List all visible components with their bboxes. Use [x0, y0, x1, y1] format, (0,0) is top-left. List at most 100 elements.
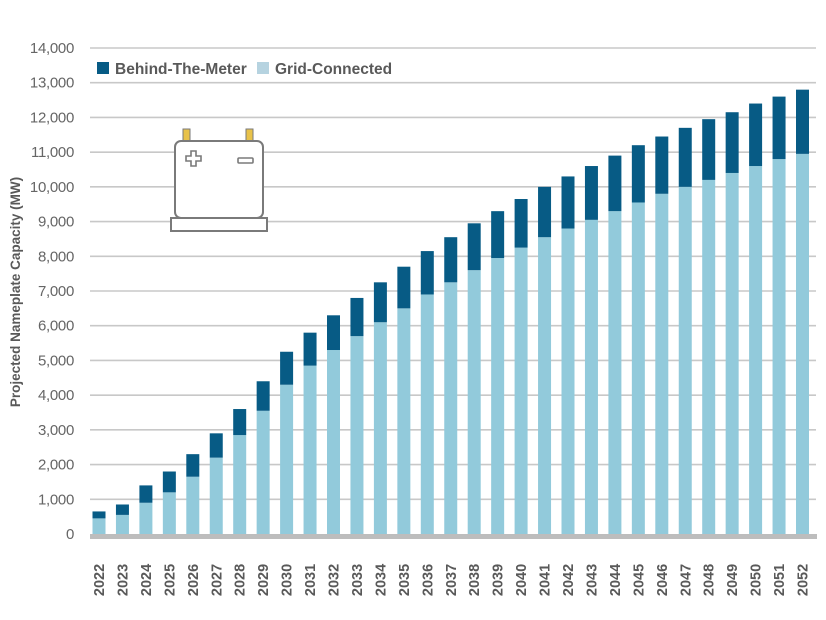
- x-tick-label: 2044: [608, 564, 624, 596]
- bar-behind-the-meter-2043: [584, 166, 598, 220]
- legend-label-grid-connected: Grid-Connected: [275, 61, 392, 78]
- bar-grid-connected-2027: [209, 457, 223, 534]
- legend-item-behind-the-meter[interactable]: Behind-The-Meter: [97, 61, 247, 78]
- x-tick-label: 2033: [350, 564, 366, 596]
- x-tick-label: 2047: [678, 564, 694, 596]
- x-tick-label: 2029: [256, 564, 272, 596]
- bar-behind-the-meter-2046: [655, 136, 669, 194]
- bar-behind-the-meter-2042: [561, 176, 575, 229]
- x-tick-label: 2052: [796, 564, 812, 596]
- battery-terminal-negative: [245, 128, 254, 142]
- x-tick-label: 2037: [444, 564, 460, 596]
- bar-behind-the-meter-2026: [186, 454, 200, 477]
- legend-item-grid-connected[interactable]: Grid-Connected: [257, 61, 392, 78]
- battery-icon: [170, 128, 268, 232]
- bar-behind-the-meter-2052: [796, 89, 809, 154]
- bar-behind-the-meter-2039: [491, 211, 505, 259]
- bar-grid-connected-2033: [350, 336, 364, 534]
- x-tick-label: 2022: [92, 564, 108, 596]
- bar-behind-the-meter-2049: [725, 112, 739, 173]
- legend-label-behind-the-meter: Behind-The-Meter: [115, 61, 247, 78]
- bar-behind-the-meter-2045: [631, 145, 645, 203]
- x-axis-baseline: [90, 534, 817, 539]
- bar-grid-connected-2022: [92, 518, 106, 534]
- y-tick-label: 6,000: [38, 318, 74, 335]
- bar-behind-the-meter-2031: [303, 332, 317, 366]
- bar-behind-the-meter-2032: [327, 315, 340, 351]
- x-tick-label: 2051: [772, 564, 788, 596]
- bars: [92, 89, 809, 535]
- y-tick-label: 0: [66, 526, 74, 543]
- x-tick-label: 2045: [631, 564, 647, 596]
- y-tick-label: 1,000: [38, 491, 74, 508]
- x-tick-label: 2040: [514, 564, 530, 596]
- bar-behind-the-meter-2027: [209, 433, 223, 458]
- bar-behind-the-meter-2051: [772, 96, 786, 160]
- x-tick-label: 2041: [538, 564, 554, 596]
- bar-grid-connected-2042: [561, 228, 575, 534]
- bar-behind-the-meter-2044: [608, 155, 622, 212]
- x-tick-label: 2049: [725, 564, 741, 596]
- bar-grid-connected-2029: [256, 410, 270, 534]
- bar-grid-connected-2026: [186, 476, 200, 534]
- battery-body: [174, 140, 264, 219]
- bar-behind-the-meter-2040: [514, 199, 528, 248]
- bar-grid-connected-2050: [749, 166, 763, 534]
- bar-grid-connected-2034: [373, 322, 387, 534]
- x-tick-label: 2028: [233, 564, 249, 596]
- x-axis-ticks: 2022 2023 2024 2025 2026 2027 2028 2029 2030 2031…: [92, 564, 812, 596]
- y-axis-label: Projected Nameplate Capacity (MW): [8, 177, 23, 407]
- bar-grid-connected-2028: [233, 435, 247, 534]
- x-tick-label: 2042: [561, 564, 577, 596]
- legend-swatch-behind-the-meter: [97, 62, 109, 74]
- bar-grid-connected-2041: [538, 237, 552, 534]
- x-tick-label: 2023: [115, 564, 131, 596]
- x-tick-label: 2030: [280, 564, 296, 596]
- bar-grid-connected-2023: [115, 514, 129, 534]
- minus-sign-icon: [237, 157, 254, 164]
- bar-behind-the-meter-2038: [467, 223, 481, 271]
- bar-grid-connected-2037: [444, 282, 458, 534]
- bar-grid-connected-2049: [725, 172, 739, 534]
- x-tick-label: 2024: [139, 564, 155, 596]
- bar-grid-connected-2031: [303, 365, 317, 534]
- x-tick-label: 2039: [491, 564, 507, 596]
- bar-behind-the-meter-2029: [256, 381, 270, 411]
- y-tick-label: 3,000: [38, 422, 74, 439]
- x-tick-label: 2031: [303, 564, 319, 596]
- x-tick-label: 2038: [467, 564, 483, 596]
- bar-grid-connected-2038: [467, 270, 481, 534]
- x-tick-label: 2034: [373, 564, 389, 596]
- bar-grid-connected-2044: [608, 211, 622, 534]
- bar-grid-connected-2047: [678, 186, 692, 535]
- bar-grid-connected-2035: [397, 308, 411, 534]
- bar-behind-the-meter-2033: [350, 297, 364, 337]
- bar-behind-the-meter-2025: [162, 471, 176, 493]
- bar-grid-connected-2024: [139, 502, 153, 534]
- legend-swatch-grid-connected: [257, 62, 269, 74]
- y-tick-label: 11,000: [31, 144, 74, 161]
- y-tick-label: 14,000: [30, 40, 74, 57]
- bar-grid-connected-2025: [162, 492, 176, 534]
- x-tick-label: 2036: [420, 564, 436, 596]
- bar-behind-the-meter-2050: [749, 103, 763, 167]
- bar-behind-the-meter-2041: [538, 186, 552, 238]
- y-tick-label: 12,000: [30, 109, 74, 126]
- bar-grid-connected-2052: [796, 153, 809, 534]
- bar-behind-the-meter-2037: [444, 237, 458, 283]
- bar-grid-connected-2036: [420, 294, 434, 534]
- bar-behind-the-meter-2028: [233, 409, 247, 436]
- x-tick-label: 2048: [702, 564, 718, 596]
- bar-grid-connected-2048: [702, 179, 716, 534]
- y-tick-label: 7,000: [38, 283, 74, 300]
- battery-terminal-positive: [182, 128, 191, 142]
- x-tick-label: 2032: [327, 564, 343, 596]
- bar-behind-the-meter-2030: [280, 351, 294, 385]
- bar-behind-the-meter-2048: [702, 119, 716, 180]
- y-tick-label: 13,000: [30, 75, 74, 92]
- bar-behind-the-meter-2024: [139, 485, 153, 503]
- bar-behind-the-meter-2023: [115, 504, 129, 515]
- bar-behind-the-meter-2022: [92, 511, 106, 519]
- y-tick-label: 8,000: [38, 248, 74, 265]
